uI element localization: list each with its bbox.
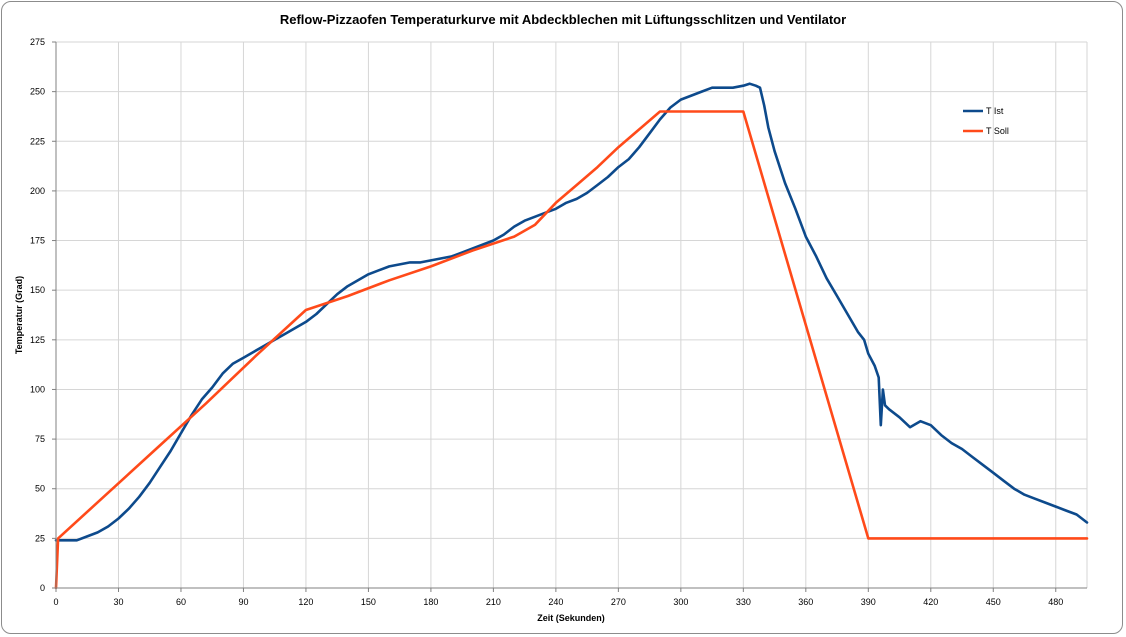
- legend-entry: T Soll: [986, 126, 1009, 136]
- x-tick-label: 300: [673, 597, 688, 607]
- y-tick-label: 25: [35, 533, 45, 543]
- axes: [52, 41, 1087, 592]
- x-tick-label: 360: [798, 597, 813, 607]
- y-tick-label: 150: [30, 285, 45, 295]
- y-tick-label: 275: [30, 37, 45, 47]
- x-tick-label: 0: [53, 597, 58, 607]
- x-tick-label: 420: [923, 597, 938, 607]
- x-tick-label: 120: [298, 597, 313, 607]
- legend: T Ist T Soll: [963, 106, 1009, 136]
- y-axis-label: Temperatur (Grad): [14, 276, 24, 354]
- x-tick-labels: 0 30 60 90 120 150 180 210 240 270 300 330 360 390 420…: [53, 597, 1063, 607]
- x-tick-label: 150: [361, 597, 376, 607]
- chart-title: Reflow-Pizzaofen Temperaturkurve mit Abd…: [280, 12, 846, 27]
- x-tick-label: 240: [548, 597, 563, 607]
- y-tick-label: 175: [30, 236, 45, 246]
- x-tick-label: 30: [113, 597, 123, 607]
- series-line-ist: [54, 82, 1089, 542]
- x-tick-label: 450: [986, 597, 1001, 607]
- grid: [55, 41, 1088, 589]
- x-tick-label: 480: [1048, 597, 1063, 607]
- x-tick-label: 270: [611, 597, 626, 607]
- y-tick-label: 125: [30, 335, 45, 345]
- y-tick-label: 75: [35, 434, 45, 444]
- series-line-soll: [54, 110, 1089, 590]
- x-tick-label: 390: [861, 597, 876, 607]
- y-tick-label: 200: [30, 186, 45, 196]
- y-tick-label: 50: [35, 484, 45, 494]
- series-lines: [54, 82, 1089, 590]
- y-tick-label: 0: [40, 583, 45, 593]
- x-tick-label: 210: [486, 597, 501, 607]
- y-tick-label: 100: [30, 384, 45, 394]
- x-tick-label: 90: [238, 597, 248, 607]
- legend-entry: T Ist: [986, 106, 1004, 116]
- x-tick-label: 330: [736, 597, 751, 607]
- y-tick-label: 225: [30, 136, 45, 146]
- x-tick-label: 180: [423, 597, 438, 607]
- y-tick-labels: 0 25 50 75 100 125 150 175 200 225 250 275: [30, 37, 45, 593]
- y-tick-label: 250: [30, 87, 45, 97]
- x-tick-label: 60: [176, 597, 186, 607]
- x-axis-label: Zeit (Sekunden): [537, 613, 605, 623]
